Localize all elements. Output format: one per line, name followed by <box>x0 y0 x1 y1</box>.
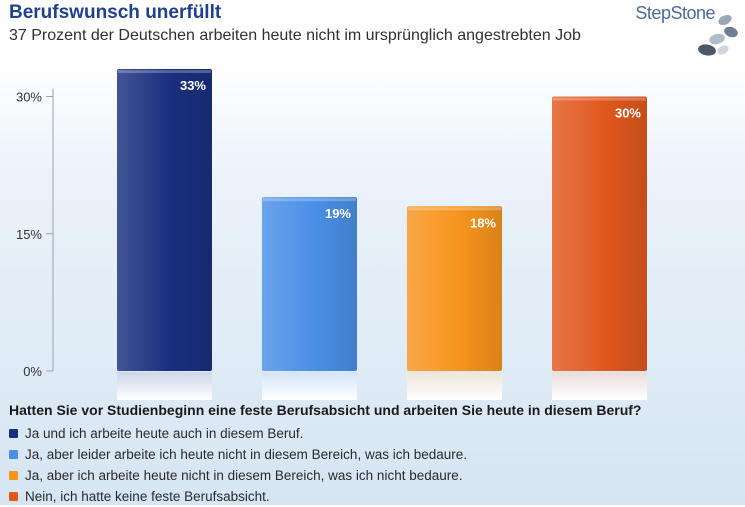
y-tick-label: 30% <box>16 90 42 105</box>
y-tick-label: 0% <box>23 364 42 379</box>
bar <box>407 206 502 371</box>
stepstone-logo-icon <box>698 14 738 56</box>
stepstone-logo-text: StepStone <box>635 3 715 23</box>
legend: Hatten Sie vor Studienbeginn eine feste … <box>9 402 739 507</box>
legend-item: Ja, aber ich arbeite heute nicht in dies… <box>9 465 739 486</box>
legend-item: Ja, aber leider arbeite ich heute nicht … <box>9 444 739 465</box>
bar-value-label: 19% <box>325 206 351 221</box>
chart-title: Berufswunsch unerfüllt <box>9 2 222 23</box>
bar-reflection-fade <box>117 372 212 400</box>
bar-highlight <box>118 70 211 74</box>
legend-swatch <box>9 450 18 459</box>
header: Berufswunsch unerfüllt 37 Prozent der De… <box>0 0 745 60</box>
bar-highlight <box>408 207 501 211</box>
bar-reflection-fade <box>552 372 647 400</box>
bar-highlight <box>263 198 356 202</box>
bar-highlight <box>553 97 646 101</box>
bar-reflection-fade <box>262 372 357 400</box>
bar-reflection-fade <box>407 372 502 400</box>
legend-label: Ja, aber leider arbeite ich heute nicht … <box>25 447 467 462</box>
legend-item: Ja und ich arbeite heute auch in diesem … <box>9 423 739 444</box>
chart-subtitle: 37 Prozent der Deutschen arbeiten heute … <box>9 27 581 44</box>
legend-swatch <box>9 492 18 501</box>
legend-label: Ja und ich arbeite heute auch in diesem … <box>25 426 304 441</box>
legend-item: Nein, ich hatte keine feste Berufsabsich… <box>9 486 739 507</box>
legend-swatch <box>9 471 18 480</box>
legend-label: Nein, ich hatte keine feste Berufsabsich… <box>25 489 270 504</box>
bar <box>262 197 357 371</box>
bar-value-label: 18% <box>470 215 496 230</box>
bar <box>117 69 212 372</box>
legend-label: Ja, aber ich arbeite heute nicht in dies… <box>25 468 463 483</box>
bar-value-label: 30% <box>615 106 641 121</box>
legend-swatch <box>9 429 18 438</box>
bar-value-label: 33% <box>180 78 206 93</box>
bar <box>552 96 647 371</box>
legend-question: Hatten Sie vor Studienbeginn eine feste … <box>9 402 642 418</box>
bar-chart: 0% 15% 30% 33% 19% 18% 30% <box>16 69 647 400</box>
y-tick-label: 15% <box>16 227 42 242</box>
